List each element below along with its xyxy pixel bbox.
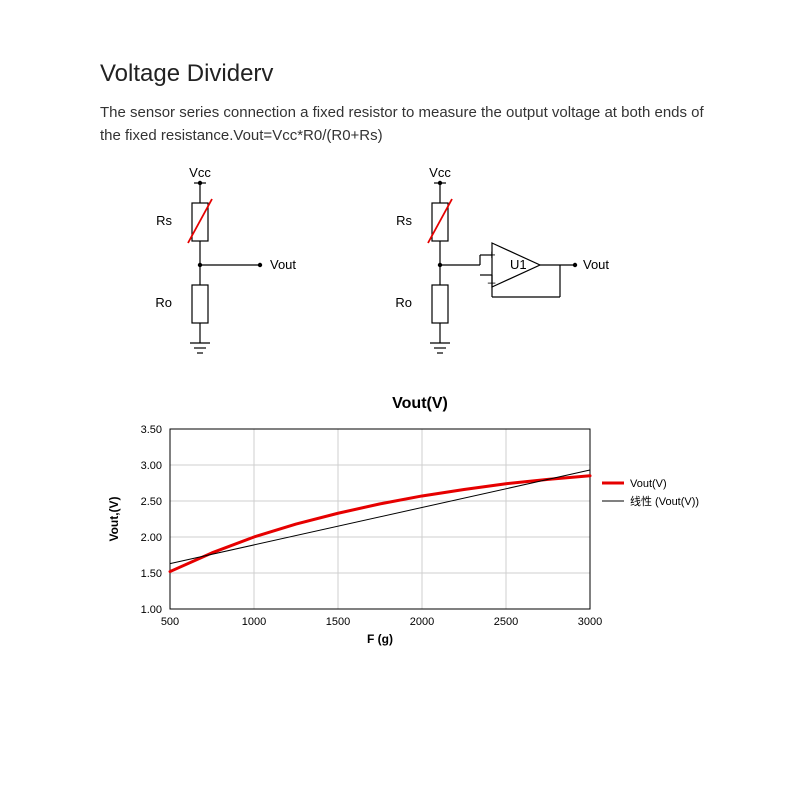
svg-text:1.50: 1.50: [141, 568, 162, 580]
svg-text:Vout(V): Vout(V): [630, 478, 667, 490]
svg-text:2.00: 2.00: [141, 532, 162, 544]
svg-text:1.00: 1.00: [141, 604, 162, 616]
vout-chart: Vout(V) 1.00 1.50 2.00 2.50 3.00 3.50 500 1000 1…: [100, 395, 710, 654]
circuit-diagrams: VccRsVoutRoVccRs+_U1VoutRo: [100, 165, 710, 385]
svg-text:Vout,(V): Vout,(V): [107, 496, 121, 541]
svg-text:2.50: 2.50: [141, 496, 162, 508]
svg-text:2000: 2000: [410, 616, 434, 628]
svg-text:Rs: Rs: [156, 213, 172, 228]
description-text: The sensor series connection a fixed res…: [100, 102, 710, 147]
svg-text:3.50: 3.50: [141, 424, 162, 436]
svg-text:1000: 1000: [242, 616, 266, 628]
svg-text:1500: 1500: [326, 616, 350, 628]
svg-text:3000: 3000: [578, 616, 602, 628]
svg-text:Ro: Ro: [155, 295, 172, 310]
svg-text:Vcc: Vcc: [429, 165, 451, 180]
svg-text:Vout: Vout: [270, 257, 296, 272]
svg-text:Vcc: Vcc: [189, 165, 211, 180]
svg-text:Vout: Vout: [583, 257, 609, 272]
svg-text:线性 (Vout(V)): 线性 (Vout(V)): [630, 494, 699, 508]
svg-text:F (g): F (g): [367, 632, 393, 646]
svg-text:Ro: Ro: [395, 295, 412, 310]
svg-text:Rs: Rs: [396, 213, 412, 228]
svg-text:500: 500: [161, 616, 179, 628]
svg-text:2500: 2500: [494, 616, 518, 628]
chart-title: Vout(V): [130, 395, 710, 413]
svg-text:U1: U1: [510, 257, 527, 272]
page-title: Voltage Dividerv: [100, 60, 710, 88]
svg-text:+: +: [488, 247, 496, 262]
svg-text:3.00: 3.00: [141, 460, 162, 472]
